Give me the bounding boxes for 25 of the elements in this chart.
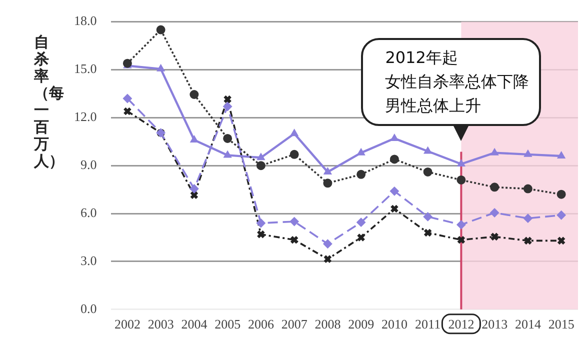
annotation: 2012年起 (385, 46, 459, 69)
x-tick-label: 2015 (548, 316, 574, 332)
y-tick-label: 15.0 (74, 61, 97, 76)
y-tick-label: 9.0 (80, 157, 97, 172)
x-tick-label: 2014 (514, 316, 542, 332)
x-tick-label: 2004 (181, 316, 208, 332)
x-tick-label: 2011 (415, 316, 441, 332)
y-tick-label: 0.0 (80, 300, 97, 316)
x-tick-label: 2008 (314, 316, 341, 332)
y-tick-label: 6.0 (80, 204, 97, 220)
x-tick-label: 2006 (248, 316, 274, 332)
y-tick-label: 12.0 (74, 109, 97, 124)
x-tick-label: 2003 (148, 316, 174, 332)
x-tick-label: 2005 (214, 316, 241, 332)
annotation: 女性自杀率总体下降 (385, 70, 530, 93)
x-tick-label: 2012 (448, 316, 474, 332)
x-tick-label: 2002 (114, 316, 140, 332)
y-tick-label: 3.0 (80, 252, 97, 268)
x-tick-label: 2009 (348, 316, 374, 332)
annotation: 男性总体上升 (385, 94, 482, 117)
x-tick-label: 2007 (281, 316, 308, 332)
x-tick-label: 2013 (482, 316, 508, 332)
y-tick-label: 18.0 (74, 13, 97, 28)
x-tick-label: 2010 (381, 316, 408, 332)
y-axis-title: 自杀率（每一百万人） (34, 33, 64, 170)
